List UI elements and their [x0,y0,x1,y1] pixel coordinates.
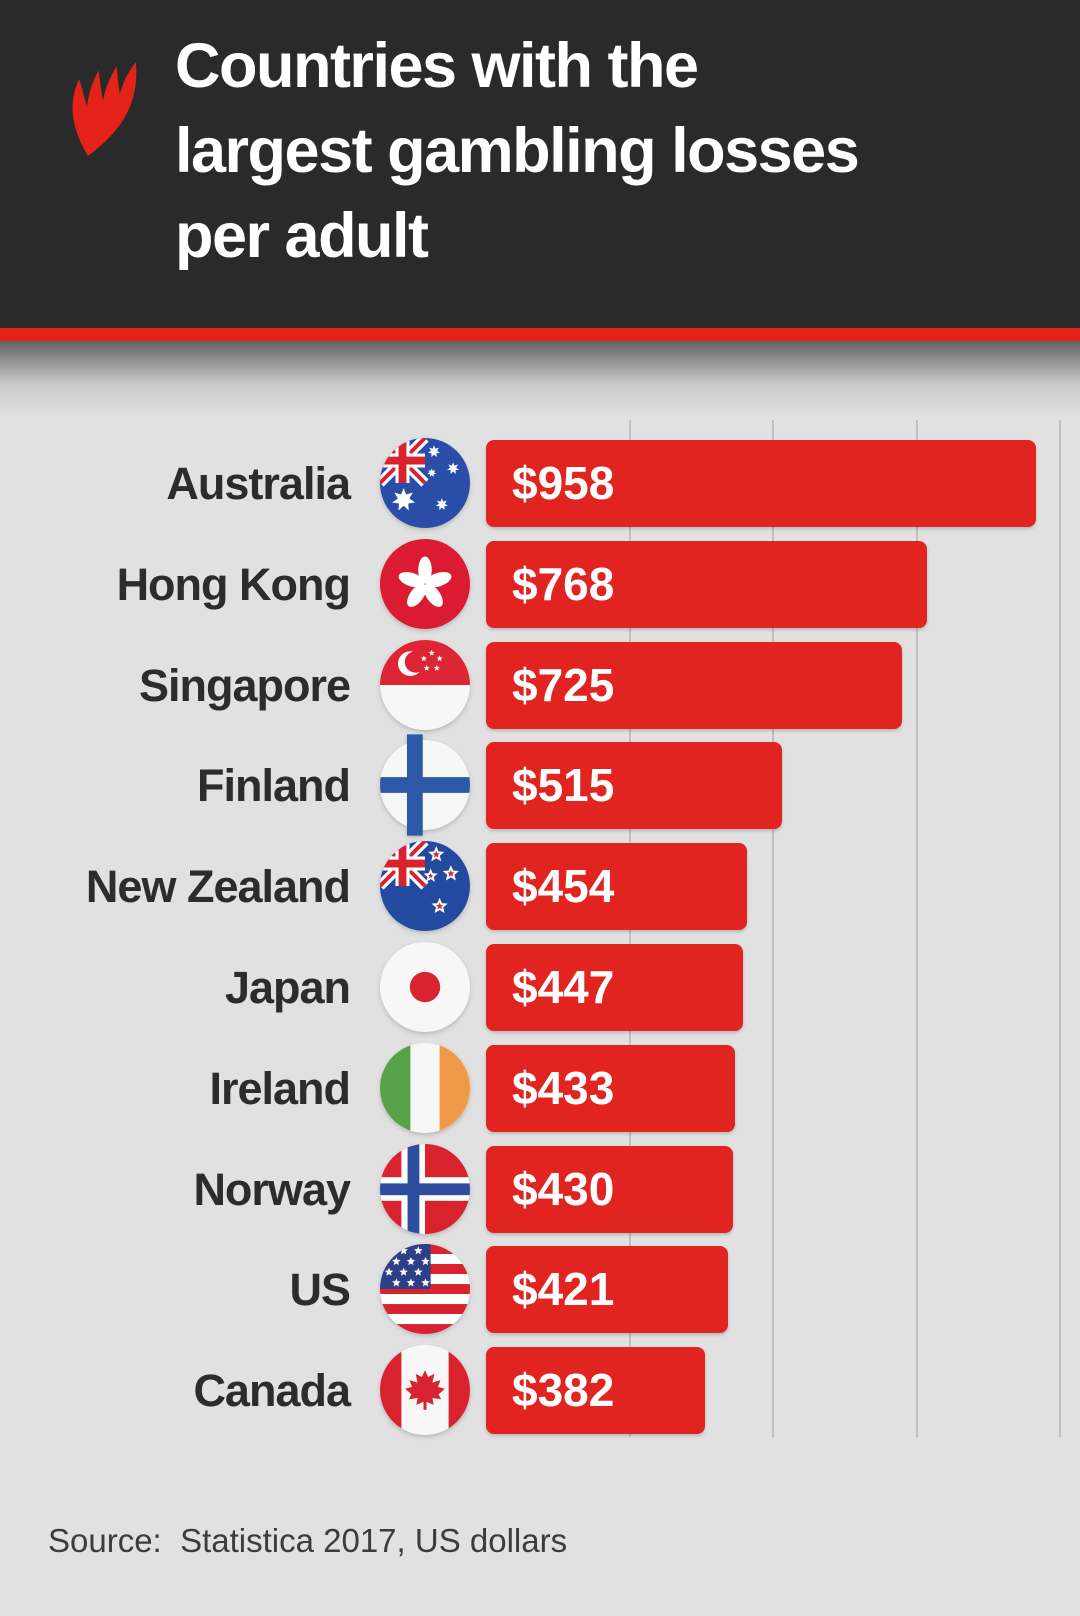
flag-japan-icon [380,942,470,1032]
flag-ireland-icon [380,1042,470,1133]
value-bar: $958 [486,440,1036,527]
chart-row: Singapore $725 [0,639,1080,730]
flag-us-icon [380,1244,470,1335]
chart-row: US $421 [0,1244,1080,1335]
country-label: US [289,1264,351,1316]
chart-row: Japan $447 [0,942,1080,1032]
flag-australia-icon [380,438,470,528]
country-label: Finland [197,760,351,812]
bar-value-label: $958 [512,457,615,509]
flag-hong-kong-icon [380,538,470,629]
bar-chart: Australia $958 Hong Kong $768 Singapore $725 F… [0,418,1080,1460]
value-bar: $382 [486,1347,706,1435]
bar-value-label: $382 [512,1364,615,1417]
gridline [772,420,774,1437]
bar-value-label: $421 [512,1263,615,1316]
flag-canada-icon [380,1345,470,1436]
chart-row: Australia $958 [0,438,1080,528]
chart-rows: Australia $958 Hong Kong $768 Singapore $725 F… [0,418,1080,1460]
chart-row: Hong Kong $768 [0,538,1080,629]
title-line-2: largest gambling losses [175,116,860,186]
value-bar: $430 [486,1145,733,1233]
country-label: Norway [193,1163,351,1215]
bar-value-label: $447 [512,961,615,1013]
value-bar: $454 [486,843,747,931]
value-bar: $725 [486,641,903,729]
flag-norway-icon [380,1143,470,1234]
bar-value-label: $433 [512,1061,615,1114]
bar-value-label: $725 [512,658,615,711]
accent-divider [0,328,1080,341]
bar-value-label: $515 [512,759,615,812]
country-label: Hong Kong [116,558,351,610]
chart-row: New Zealand $454 [0,841,1080,932]
chart-row: Canada $382 [0,1345,1080,1436]
bar-value-label: $454 [512,860,615,913]
flag-finland-icon [380,734,470,837]
value-bar: $433 [486,1044,735,1132]
footer: Source: Statistica 2017, US dollars [0,1460,1080,1616]
value-bar: $421 [486,1246,728,1334]
source-note: Source: Statistica 2017, US dollars [48,1522,568,1559]
country-label: Singapore [138,659,351,711]
gridline [915,420,918,1437]
flag-singapore-icon [380,639,470,730]
country-label: Ireland [209,1062,351,1114]
header-shadow-gradient [0,341,1080,418]
title-line-1: Countries with the [175,31,699,101]
page-title: Countries with the largest gambling loss… [175,24,860,279]
sbs-logo-icon [72,62,137,156]
value-bar: $447 [486,944,743,1031]
value-bar: $768 [486,540,927,628]
gridline [1059,420,1061,1437]
value-bar: $515 [486,742,782,830]
chart-row: Ireland $433 [0,1042,1080,1133]
header: Countries with the largest gambling loss… [0,0,1080,328]
country-label: Canada [193,1365,351,1417]
country-label: Australia [166,458,351,509]
chart-row: Finland $515 [0,734,1080,837]
bar-value-label: $768 [512,557,615,610]
chart-row: Norway $430 [0,1143,1080,1234]
flag-new-zealand-icon [380,841,470,932]
title-line-3: per adult [175,201,429,271]
country-label: Japan [224,962,351,1013]
bar-value-label: $430 [512,1162,615,1215]
country-label: New Zealand [85,861,351,913]
